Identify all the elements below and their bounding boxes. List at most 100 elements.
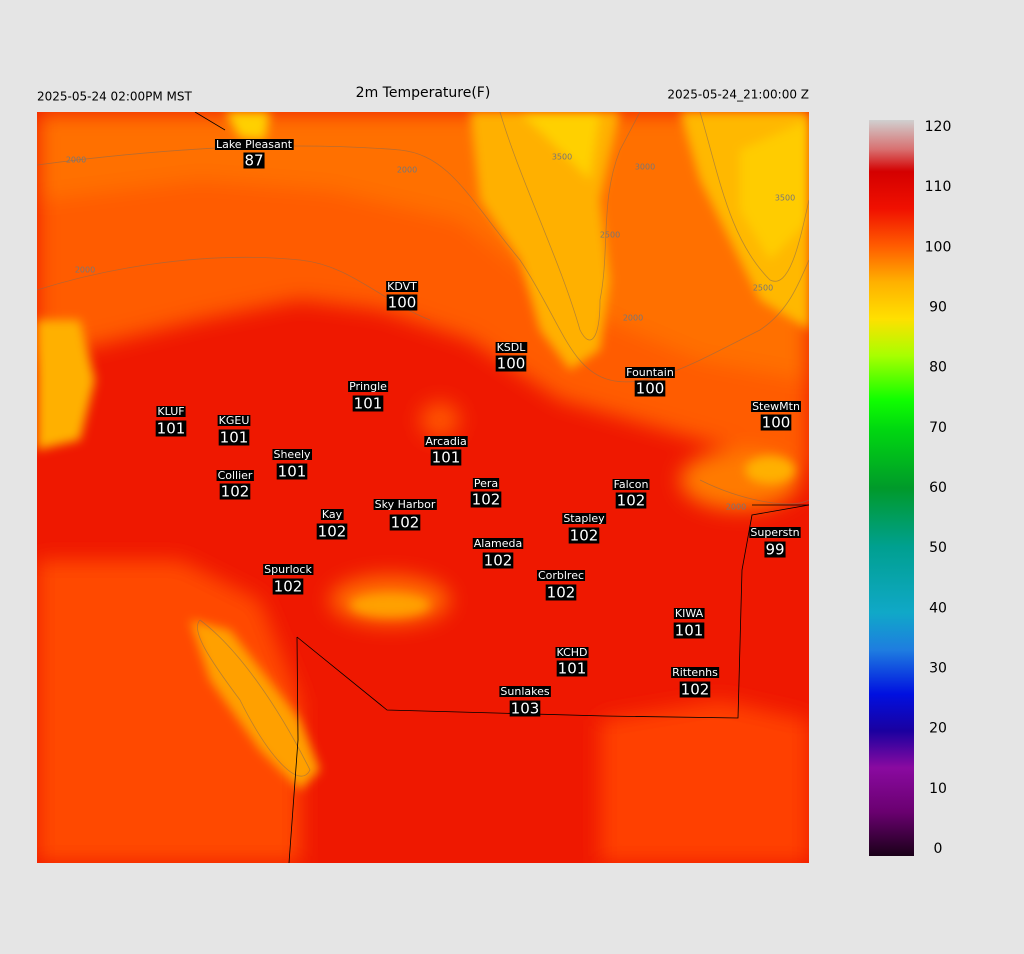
- station-value-box: [634, 380, 666, 397]
- colorbar-tick-label: 40: [929, 600, 947, 616]
- station-value: 101: [432, 449, 461, 467]
- station-name: Stapley: [563, 512, 605, 525]
- station-value: 100: [388, 294, 417, 312]
- station-value-box: [218, 429, 250, 446]
- station-value-box: [352, 395, 384, 412]
- station-value: 102: [221, 483, 250, 501]
- station-name-box: [386, 281, 419, 292]
- station: Rittenhs 102: [671, 666, 720, 699]
- station-value: 100: [497, 355, 526, 373]
- station-name-box: [499, 686, 551, 697]
- station-name-box: [424, 436, 468, 447]
- station-value: 102: [472, 491, 501, 509]
- colorbar-tick-label: 0: [934, 841, 943, 857]
- colorbar-tick-label: 80: [929, 360, 947, 376]
- station: Kay 102: [316, 508, 348, 541]
- valid-time-local: 2025-05-24 02:00PM MST: [37, 90, 193, 104]
- station-name-box: [472, 538, 524, 549]
- station-value: 102: [617, 492, 646, 510]
- station-name-box: [156, 406, 186, 417]
- station-name: KIWA: [675, 607, 704, 620]
- station-value-box: [219, 483, 251, 500]
- colorbar-tick-label: 20: [929, 721, 947, 737]
- station: Corblrec 102: [536, 569, 586, 602]
- station-name-box: [263, 564, 314, 575]
- contour-label: 3000: [635, 163, 655, 172]
- station-name: KSDL: [497, 341, 527, 354]
- station: Sheely 101: [272, 448, 313, 481]
- station-value: 102: [484, 552, 513, 570]
- station-name-box: [612, 479, 650, 490]
- station-name: KGEU: [219, 414, 250, 427]
- station-value-box: [243, 152, 265, 169]
- station-value: 87: [244, 152, 263, 170]
- station-value: 101: [675, 622, 704, 640]
- colorbar-tick-label: 110: [925, 179, 952, 195]
- colorbar: [869, 120, 914, 856]
- station-name-box: [562, 513, 607, 524]
- station-value-box: [568, 527, 600, 544]
- station-value: 101: [278, 463, 307, 481]
- station-name: Sunlakes: [500, 685, 549, 698]
- station-name-box: [671, 667, 720, 678]
- station-value: 100: [762, 414, 791, 432]
- station-name-box: [625, 367, 675, 378]
- station-name-box: [217, 415, 251, 426]
- station-name: Sky Harbor: [375, 498, 436, 511]
- station-name: Pera: [474, 477, 498, 490]
- station-name-box: [216, 470, 254, 481]
- station: Stapley 102: [562, 512, 607, 545]
- station-name-box: [673, 608, 705, 619]
- station-name: Collier: [218, 469, 253, 482]
- station-name-box: [495, 342, 528, 353]
- station-name-box: [555, 647, 589, 658]
- station: Sunlakes 103: [499, 685, 551, 718]
- station: Spurlock 102: [263, 563, 314, 596]
- station-name: Spurlock: [264, 563, 312, 576]
- station-value: 100: [636, 380, 665, 398]
- station-name: Fountain: [626, 366, 674, 379]
- contour-label: 2500: [600, 231, 620, 240]
- colorbar-tick-label: 10: [929, 781, 947, 797]
- station-value: 102: [391, 514, 420, 532]
- station-value: 101: [157, 420, 186, 438]
- station-name-box: [373, 499, 437, 510]
- station-name: KCHD: [556, 646, 587, 659]
- station-value: 102: [318, 523, 347, 541]
- colorbar-tick-label: 30: [929, 661, 947, 677]
- station-value-box: [482, 552, 514, 569]
- station-name: Rittenhs: [672, 666, 718, 679]
- contour-label: 2000: [75, 266, 95, 275]
- colorbar-tick-label: 70: [929, 420, 947, 436]
- contour-label: 3500: [775, 194, 795, 203]
- station: KGEU 101: [217, 414, 251, 447]
- map-title: 2m Temperature(F): [356, 85, 491, 101]
- station-value-box: [679, 681, 711, 698]
- station-value-box: [673, 622, 705, 639]
- station-value-box: [545, 584, 577, 601]
- colorbar-tick-label: 50: [929, 540, 947, 556]
- station-value-box: [276, 463, 308, 480]
- station-value-box: [430, 449, 462, 466]
- colorbar-tick-label: 90: [929, 300, 947, 316]
- station-value-box: [556, 660, 588, 677]
- station-name: Alameda: [474, 537, 523, 550]
- station: KLUF 101: [155, 405, 187, 438]
- station-value-box: [495, 355, 527, 372]
- station-name-box: [272, 449, 313, 460]
- station-value-box: [316, 523, 348, 540]
- station-value-box: [760, 414, 792, 431]
- station: Sky Harbor 102: [373, 498, 437, 532]
- station-name-box: [472, 478, 500, 489]
- station-value-box: [615, 492, 647, 509]
- station-value: 101: [558, 660, 587, 678]
